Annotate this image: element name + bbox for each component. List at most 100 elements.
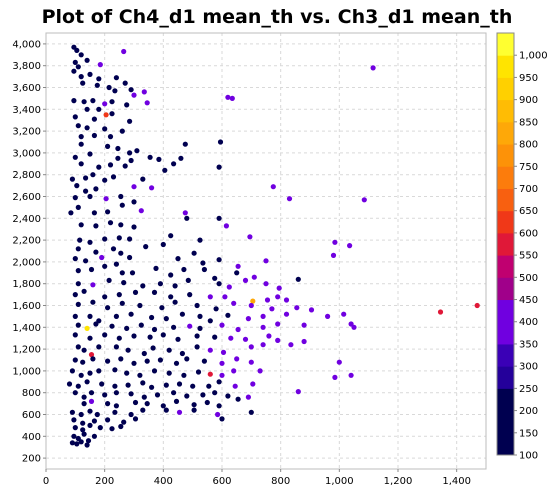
data-point: [144, 401, 150, 407]
data-point: [190, 383, 196, 389]
data-point: [228, 335, 234, 341]
data-point: [159, 305, 165, 311]
data-point: [141, 394, 147, 400]
data-point: [84, 442, 90, 448]
data-point: [87, 71, 93, 77]
data-point: [90, 98, 96, 104]
data-point: [181, 372, 187, 378]
data-point: [330, 252, 337, 258]
data-point: [207, 318, 213, 324]
data-point: [184, 356, 190, 362]
color-scale-label: 700: [519, 184, 538, 195]
data-point: [118, 356, 124, 362]
data-point: [88, 352, 95, 358]
data-point: [250, 381, 256, 387]
data-point: [154, 392, 161, 398]
color-scale-band: [497, 232, 514, 256]
color-scale-band: [497, 144, 514, 167]
color-scale-label: 900: [519, 95, 538, 106]
data-point: [75, 281, 81, 287]
data-point: [179, 311, 185, 317]
data-point: [301, 338, 307, 345]
y-tick-label: 4,000: [12, 39, 41, 50]
data-point: [83, 258, 89, 264]
data-point: [225, 312, 231, 318]
data-point: [83, 188, 89, 194]
data-point: [157, 357, 163, 363]
data-point: [113, 75, 119, 81]
data-point: [69, 440, 75, 446]
data-point: [235, 396, 241, 402]
data-point: [81, 288, 87, 294]
data-point: [93, 321, 99, 327]
data-point: [216, 215, 222, 221]
data-point: [247, 234, 253, 240]
data-point: [184, 393, 190, 399]
data-point: [112, 88, 118, 94]
data-point: [264, 297, 271, 303]
data-point: [124, 370, 130, 376]
data-point: [194, 302, 200, 309]
data-point: [122, 163, 128, 169]
data-point: [168, 294, 174, 300]
data-point: [81, 99, 87, 105]
data-point: [144, 100, 150, 106]
data-point: [200, 392, 206, 398]
y-tick-label: 1,400: [12, 323, 41, 334]
data-point: [131, 333, 137, 339]
data-point: [80, 359, 86, 365]
data-point: [347, 243, 353, 249]
color-scale-frame: [496, 32, 515, 456]
color-scale-band: [497, 77, 514, 101]
data-point: [124, 325, 130, 331]
data-point: [78, 134, 84, 140]
data-point: [216, 164, 222, 170]
data-point: [235, 326, 241, 333]
data-point: [147, 334, 153, 340]
y-tick-label: 600: [22, 410, 41, 421]
data-point: [216, 257, 222, 263]
data-point: [163, 382, 169, 388]
data-point: [71, 417, 77, 423]
data-point: [263, 258, 269, 264]
data-point: [197, 325, 203, 331]
data-point: [112, 383, 118, 389]
data-point: [105, 417, 111, 423]
data-point: [78, 372, 84, 378]
color-scale-band: [497, 388, 514, 456]
color-scale-label: 400: [519, 317, 538, 328]
data-point: [275, 294, 281, 300]
data-point: [184, 215, 190, 221]
color-scale-legend: 100 150 200 250 300 350 400 450 500 550 600 650 700 7…: [496, 32, 548, 462]
data-point: [88, 266, 95, 273]
data-point: [286, 196, 293, 202]
data-point: [200, 260, 206, 266]
data-point: [87, 370, 93, 376]
data-point: [216, 403, 222, 409]
color-scale-band: [497, 99, 514, 123]
y-tick-label: 3,600: [12, 83, 41, 94]
data-point: [143, 244, 149, 250]
data-point: [72, 390, 78, 396]
data-point: [119, 202, 125, 208]
data-point: [201, 266, 207, 273]
data-point: [77, 237, 83, 243]
data-point: [84, 57, 90, 63]
data-point: [149, 384, 155, 390]
data-point: [91, 116, 97, 122]
data-point: [171, 390, 177, 396]
data-point: [109, 111, 115, 117]
data-point: [94, 82, 100, 88]
data-point: [105, 143, 111, 149]
data-point: [84, 325, 90, 331]
data-point: [74, 183, 80, 189]
data-point: [131, 199, 137, 205]
data-point: [132, 399, 139, 406]
data-point: [288, 342, 294, 348]
data-point: [141, 89, 147, 95]
data-point: [213, 306, 219, 312]
data-point: [131, 360, 137, 366]
data-point: [78, 52, 84, 58]
data-point: [78, 74, 84, 80]
data-point: [103, 196, 109, 202]
